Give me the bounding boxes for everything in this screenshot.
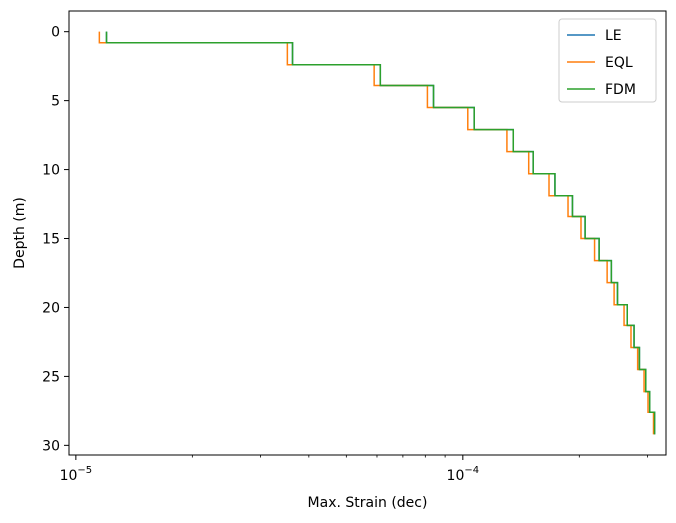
y-tick-label: 20	[42, 300, 60, 316]
y-tick-label: 30	[42, 438, 60, 454]
legend-label-le: LE	[605, 28, 622, 44]
plot-frame	[68, 10, 667, 456]
y-tick-label: 15	[42, 232, 60, 248]
x-axis-label: Max. Strain (dec)	[308, 495, 428, 511]
y-axis: 0 5 10 15 20 25 30	[42, 25, 69, 454]
legend-label-eql: EQL	[605, 55, 633, 71]
legend: LE EQL FDM	[558, 18, 657, 103]
legend-box	[558, 18, 657, 103]
x-tick-label: 10−5	[60, 465, 93, 484]
y-tick-label: 10	[42, 163, 60, 179]
series-line-fdm	[105, 31, 656, 435]
x-axis: 10−5 10−4	[60, 455, 648, 484]
y-axis-label: Depth (m)	[12, 197, 28, 269]
series-layer	[98, 31, 656, 435]
series-line-eql	[98, 31, 655, 435]
y-tick-label: 25	[42, 369, 60, 385]
legend-label-fdm: FDM	[605, 82, 636, 98]
y-tick-label: 5	[51, 94, 60, 110]
x-tick-label: 10−4	[447, 465, 480, 484]
y-tick-label: 0	[51, 25, 60, 41]
